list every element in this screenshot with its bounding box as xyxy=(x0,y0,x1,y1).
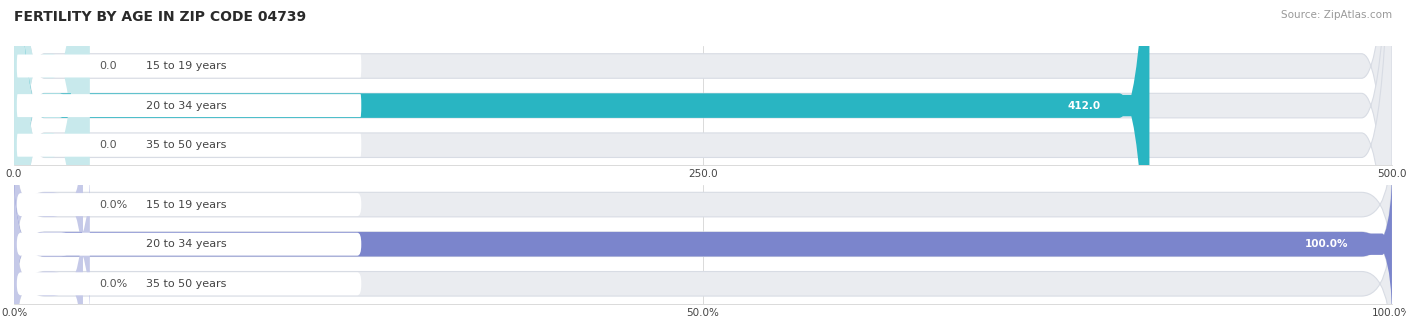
FancyBboxPatch shape xyxy=(14,0,1392,330)
Text: 0.0%: 0.0% xyxy=(100,279,128,289)
FancyBboxPatch shape xyxy=(17,233,361,256)
FancyBboxPatch shape xyxy=(17,272,361,295)
Text: 35 to 50 years: 35 to 50 years xyxy=(146,140,226,150)
FancyBboxPatch shape xyxy=(17,54,361,78)
Text: 412.0: 412.0 xyxy=(1067,101,1101,111)
FancyBboxPatch shape xyxy=(14,209,1392,330)
FancyBboxPatch shape xyxy=(14,0,1150,330)
Text: 20 to 34 years: 20 to 34 years xyxy=(146,239,226,249)
FancyBboxPatch shape xyxy=(14,207,83,330)
FancyBboxPatch shape xyxy=(14,169,1392,319)
FancyBboxPatch shape xyxy=(1268,234,1385,255)
FancyBboxPatch shape xyxy=(14,0,1392,330)
Text: FERTILITY BY AGE IN ZIP CODE 04739: FERTILITY BY AGE IN ZIP CODE 04739 xyxy=(14,10,307,24)
FancyBboxPatch shape xyxy=(17,134,361,157)
Text: 15 to 19 years: 15 to 19 years xyxy=(146,200,226,210)
FancyBboxPatch shape xyxy=(14,0,1392,330)
FancyBboxPatch shape xyxy=(14,0,90,330)
FancyBboxPatch shape xyxy=(17,193,361,216)
Text: 0.0%: 0.0% xyxy=(100,200,128,210)
FancyBboxPatch shape xyxy=(14,128,83,281)
Text: Source: ZipAtlas.com: Source: ZipAtlas.com xyxy=(1281,10,1392,20)
FancyBboxPatch shape xyxy=(17,94,361,117)
Text: 100.0%: 100.0% xyxy=(1305,239,1348,249)
FancyBboxPatch shape xyxy=(14,0,83,330)
FancyBboxPatch shape xyxy=(14,169,1392,319)
FancyBboxPatch shape xyxy=(14,169,90,319)
Text: 35 to 50 years: 35 to 50 years xyxy=(146,279,226,289)
FancyBboxPatch shape xyxy=(1025,95,1143,116)
Text: 0.0: 0.0 xyxy=(100,140,117,150)
FancyBboxPatch shape xyxy=(14,0,83,330)
Text: 15 to 19 years: 15 to 19 years xyxy=(146,61,226,71)
Text: 20 to 34 years: 20 to 34 years xyxy=(146,101,226,111)
Text: 0.0: 0.0 xyxy=(100,61,117,71)
FancyBboxPatch shape xyxy=(14,130,1392,280)
